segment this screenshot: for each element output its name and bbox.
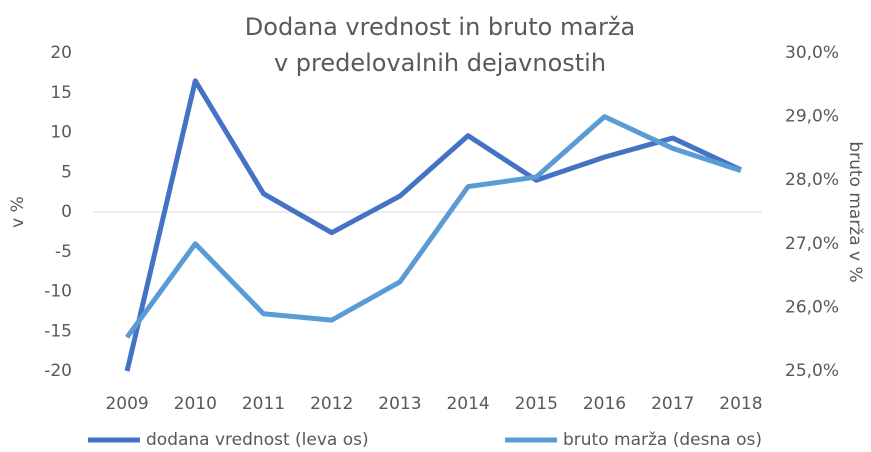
- x-tick-label: 2012: [310, 394, 353, 414]
- x-tick-label: 2011: [242, 394, 285, 414]
- x-tick-label: 2014: [446, 394, 489, 414]
- legend-label: bruto marža (desna os): [563, 430, 762, 450]
- chart-title: Dodana vrednost in bruto marža v predelov…: [245, 13, 635, 77]
- y-tick-label: -10: [44, 282, 72, 302]
- y2-tick-label: 29,0%: [785, 107, 839, 127]
- y2-tick-label: 30,0%: [785, 43, 839, 63]
- x-tick-label: 2010: [174, 394, 217, 414]
- y2-axis-label: bruto marža v %: [845, 141, 865, 282]
- legend-label: dodana vrednost (leva os): [146, 430, 369, 450]
- y2-tick-label: 28,0%: [785, 170, 839, 190]
- y2-tick-label: 27,0%: [785, 234, 839, 254]
- y-tick-label: 15: [50, 83, 72, 103]
- y-tick-label: -20: [44, 361, 72, 381]
- x-tick-label: 2015: [515, 394, 558, 414]
- y-tick-label: 10: [50, 123, 72, 143]
- y-tick-label: 20: [50, 43, 72, 63]
- series-line: [124, 78, 742, 372]
- x-tick-label: 2017: [651, 394, 694, 414]
- y-axis-label: v %: [8, 196, 28, 228]
- x-tick-label: 2013: [378, 394, 421, 414]
- y-tick-label: 5: [61, 162, 72, 182]
- series-line: [125, 114, 742, 339]
- y2-tick-label: 26,0%: [785, 297, 839, 317]
- x-tick-label: 2018: [719, 394, 762, 414]
- y-tick-label: 0: [61, 202, 72, 222]
- y-tick-label: -5: [55, 242, 72, 262]
- x-tick-label: 2016: [583, 394, 626, 414]
- y2-tick-label: 25,0%: [785, 361, 839, 381]
- x-tick-label: 2009: [105, 394, 148, 414]
- y-tick-label: -15: [44, 321, 72, 341]
